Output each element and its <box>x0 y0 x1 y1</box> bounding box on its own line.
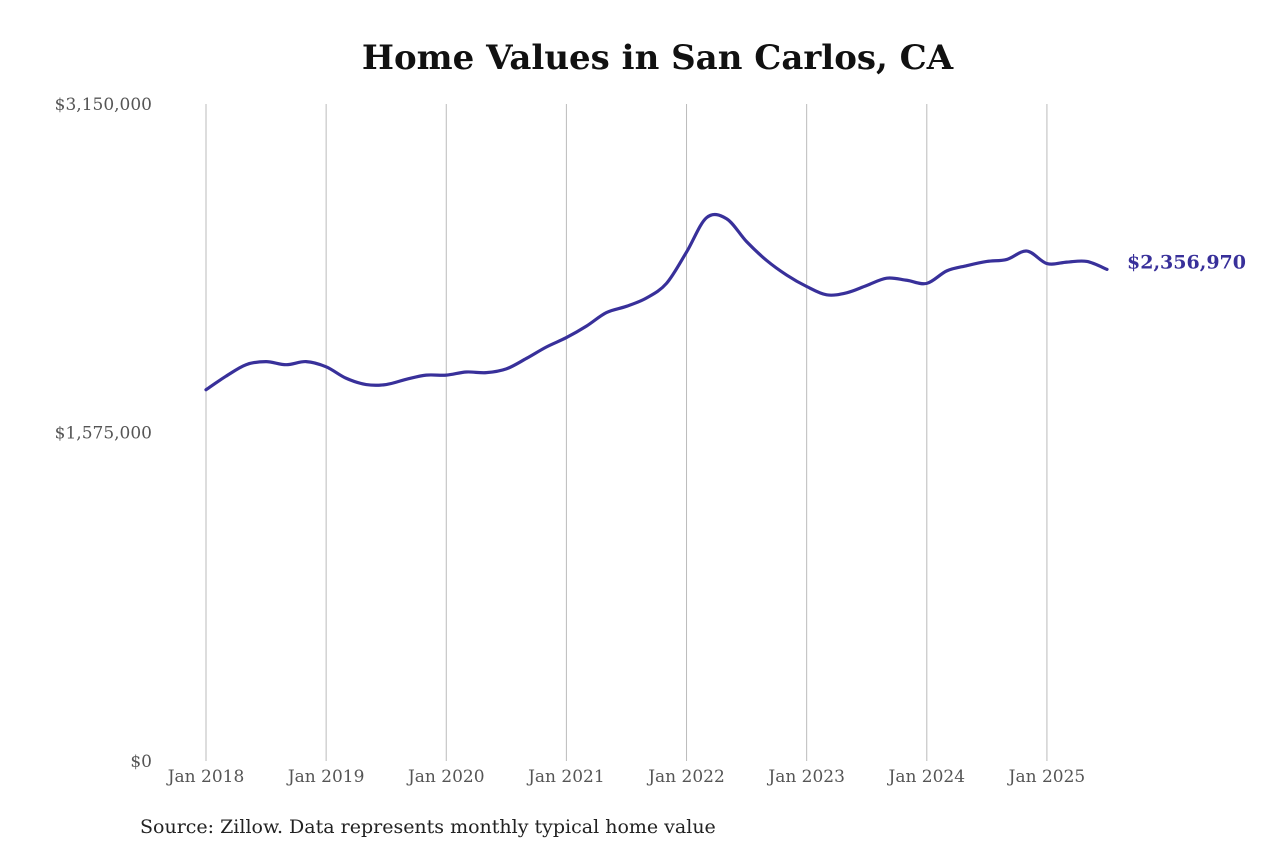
x-tick-label: Jan 2024 <box>887 767 966 787</box>
chart-title: Home Values in San Carlos, CA <box>361 38 954 78</box>
x-tick-label: Jan 2021 <box>526 767 605 787</box>
x-tick-label: Jan 2019 <box>286 767 365 787</box>
x-tick-label: Jan 2023 <box>766 767 845 787</box>
y-axis: $0 $1,575,000 $3,150,000 <box>55 95 152 772</box>
y-tick-label: $1,575,000 <box>55 424 152 444</box>
gridlines <box>205 104 1048 761</box>
x-axis: Jan 2018 Jan 2019 Jan 2020 Jan 2021 Jan 2022… <box>166 767 1086 787</box>
x-tick-label: Jan 2020 <box>406 767 485 787</box>
x-tick-label: Jan 2025 <box>1007 767 1086 787</box>
x-tick-label: Jan 2022 <box>646 767 725 787</box>
end-label-layer: $2,356,970 <box>1127 251 1246 273</box>
end-value-label: $2,356,970 <box>1127 251 1246 273</box>
y-tick-label: $0 <box>130 752 152 772</box>
source-note: Source: Zillow. Data represents monthly … <box>140 816 716 838</box>
y-tick-label: $3,150,000 <box>55 95 152 115</box>
x-tick-label: Jan 2018 <box>166 767 245 787</box>
series-layer <box>204 212 1109 392</box>
series-line <box>204 212 1109 392</box>
